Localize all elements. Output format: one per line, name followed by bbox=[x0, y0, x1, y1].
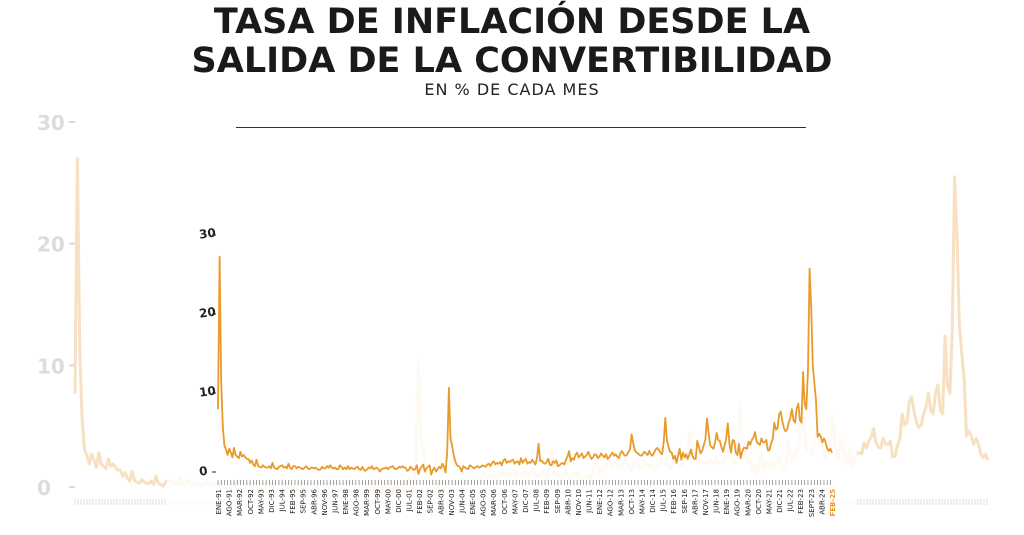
x-tick-label: ABR-96 bbox=[310, 488, 318, 514]
x-tick-label: SEP-95 bbox=[300, 489, 308, 513]
x-tick-label: MAY-00 bbox=[384, 489, 392, 514]
x-tick-label: MAY-14 bbox=[638, 488, 646, 514]
inflation-series-line bbox=[217, 255, 833, 476]
x-tick-label: AGO-91 bbox=[226, 489, 234, 516]
x-tick-label: JUL-22 bbox=[787, 489, 795, 512]
x-tick-label: ABR-17 bbox=[691, 489, 699, 515]
content-panel bbox=[167, 0, 857, 535]
x-tick-label: JUN-04 bbox=[458, 488, 466, 513]
x-tick-label: OCT-13 bbox=[628, 489, 636, 514]
x-tick-label: MAY-93 bbox=[257, 489, 265, 514]
x-tick-label: FEB-23 bbox=[797, 489, 805, 514]
y-tick-label: 20 bbox=[198, 305, 216, 321]
x-tick-label: FEB-02 bbox=[416, 489, 424, 514]
ghost-y-tick-label: 30 bbox=[37, 111, 65, 135]
x-tick-label: JUN-11 bbox=[586, 489, 594, 514]
ghost-y-tick-label: 0 bbox=[37, 476, 51, 500]
x-tick-label: MAR-13 bbox=[617, 489, 625, 516]
x-tick-label: FEB-25 bbox=[829, 489, 837, 517]
x-tick-label: AGO-19 bbox=[734, 489, 742, 516]
x-tick-label: MAR-20 bbox=[744, 489, 752, 516]
x-tick-label: JUN-18 bbox=[713, 489, 721, 514]
page-subtitle: EN % DE CADA MES bbox=[424, 80, 600, 99]
x-tick-label: MAY-21 bbox=[765, 489, 773, 514]
x-tick-label: FEB-16 bbox=[670, 488, 678, 513]
x-tick-label: MAR-06 bbox=[490, 488, 498, 515]
y-tick-label: 10 bbox=[198, 384, 216, 400]
x-tick-label: ENE-19 bbox=[723, 489, 731, 515]
ghost-y-tick-label: 20 bbox=[37, 233, 65, 257]
x-tick-label: MAR-99 bbox=[363, 489, 371, 516]
y-tick-label: 30 bbox=[198, 226, 216, 242]
x-tick-label: MAR-92 bbox=[236, 489, 244, 516]
x-tick-label: ENE-05 bbox=[469, 489, 477, 515]
x-tick-label: DIC-07 bbox=[522, 489, 530, 513]
x-tick-label: ABR-10 bbox=[564, 489, 572, 515]
x-tick-label: AGO-98 bbox=[353, 489, 361, 516]
x-tick-label: FEB-95 bbox=[289, 489, 297, 514]
x-tick-label: NOV-10 bbox=[575, 489, 583, 515]
ghost-y-tick-label: 10 bbox=[37, 354, 65, 378]
x-tick-label: ABR-03 bbox=[437, 489, 445, 515]
x-tick-label: JUL-08 bbox=[533, 489, 541, 512]
x-tick-label: ENE-12 bbox=[596, 489, 604, 515]
x-tick-label: OCT-06 bbox=[501, 488, 509, 514]
x-tick-label: ENE-91 bbox=[215, 489, 223, 515]
x-tick-label: JUL-15 bbox=[660, 489, 668, 512]
x-tick-label: JUL-01 bbox=[406, 489, 414, 512]
x-tick-label: MAY-07 bbox=[511, 489, 519, 514]
x-tick-label: AGO-12 bbox=[607, 489, 615, 516]
x-tick-label: FEB-09 bbox=[543, 489, 551, 514]
x-tick-label: OCT-99 bbox=[374, 489, 382, 514]
x-tick-label: JUL-94 bbox=[279, 488, 287, 512]
x-tick-label: NOV-17 bbox=[702, 489, 710, 515]
x-tick-label: JUN-97 bbox=[331, 489, 339, 514]
x-tick-label: OCT-92 bbox=[247, 489, 255, 514]
x-tick-label: SEPT-23 bbox=[808, 489, 816, 517]
x-tick-label: ENE-98 bbox=[342, 489, 350, 515]
x-tick-label: SEP-09 bbox=[554, 489, 562, 513]
page-title-line-2: SALIDA DE LA CONVERTIBILIDAD bbox=[191, 41, 833, 81]
title-divider bbox=[236, 127, 806, 128]
x-tick-label: DIC-21 bbox=[776, 489, 784, 513]
x-tick-label: ABR-24 bbox=[818, 488, 826, 514]
x-tick-label: AGO-05 bbox=[480, 489, 488, 516]
x-tick-label: DIC-93 bbox=[268, 489, 276, 513]
x-tick-label: SEP-16 bbox=[681, 488, 689, 513]
x-tick-label: OCT-20 bbox=[755, 489, 763, 514]
x-tick-label: NOV-96 bbox=[321, 488, 329, 515]
x-tick-label: NOV-03 bbox=[448, 489, 456, 515]
x-tick-label: SEP-02 bbox=[427, 489, 435, 513]
x-tick-label: DIC-00 bbox=[395, 489, 403, 513]
page-title-line-1: TASA DE INFLACIÓN DESDE LA bbox=[213, 2, 811, 42]
y-tick-label: 0 bbox=[198, 464, 208, 479]
x-tick-label: DIC-14 bbox=[649, 488, 657, 512]
